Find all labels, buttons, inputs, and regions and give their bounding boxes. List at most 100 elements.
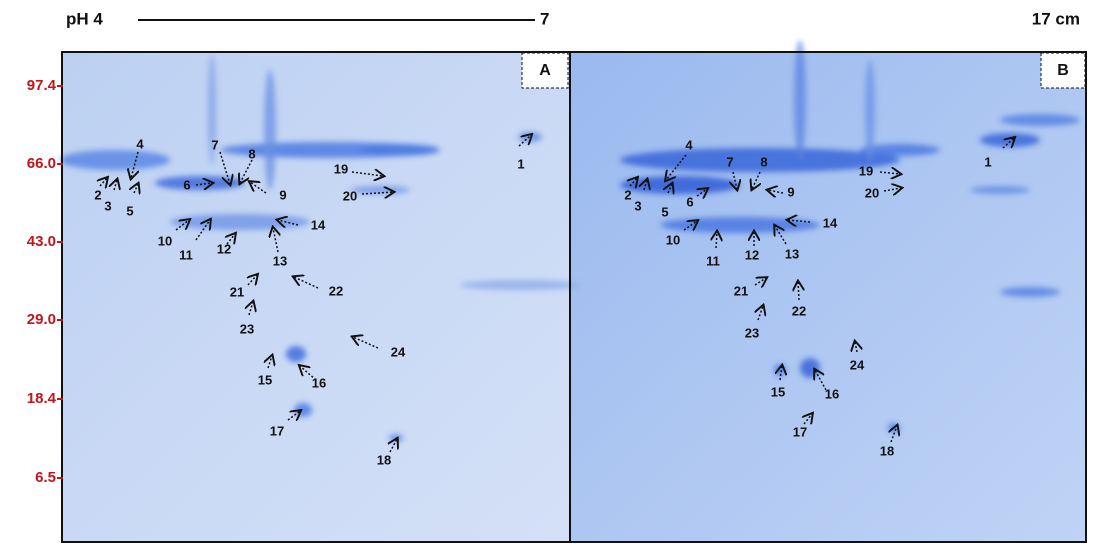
spot-label: 1 [517,156,524,171]
gel-spot [360,144,440,156]
spot-label: 8 [248,146,255,161]
spot-label: 12 [217,241,231,256]
gel-spot [208,55,216,165]
spot-arrow [733,171,737,189]
spot-arrow [250,182,267,194]
spot-label: 21 [230,284,244,299]
spot-label: 2 [94,187,101,202]
gel-spot [286,346,306,362]
gel-spot [660,217,820,233]
gel-length: 17 cm [1032,9,1080,28]
spot-arrow [240,159,253,183]
spot-arrow [195,183,212,185]
spot-arrow [353,337,379,349]
spot-arrow [644,180,647,190]
gel-spot [888,423,900,433]
spot-label: 9 [279,187,286,202]
gel-frame [61,51,1087,543]
spot-arrow [775,226,787,245]
gel-spot [264,70,276,190]
spot-label: 10 [666,232,680,247]
spot-label: 19 [334,161,348,176]
spot-label: 5 [661,204,668,219]
panel-box [521,52,569,89]
spot-label: 19 [859,163,873,178]
spot-arrow [752,171,760,189]
spot-label: 20 [343,188,357,203]
spot-label: 3 [104,198,111,213]
spot-label: 12 [745,247,759,262]
spot-arrow [195,220,210,241]
spot-arrow [390,439,397,453]
spot-label: 6 [183,177,190,192]
spot-label: 8 [760,154,767,169]
spot-label: 6 [686,194,693,209]
gel-spot [518,132,542,142]
panel-label: A [539,62,551,79]
spot-arrow [668,184,672,193]
spot-label: 16 [825,386,839,401]
spot-arrow [716,232,717,249]
gel-spot [980,133,1040,147]
spot-arrow [134,184,138,193]
spot-arrow [683,221,697,230]
gel-spot [155,176,245,190]
spot-arrow [351,172,383,176]
gel-spot [1000,114,1080,126]
spot-label: 23 [240,321,254,336]
spot-arrow [518,135,531,147]
mw-marker: 97.4 [27,77,57,94]
spot-arrow [883,188,901,191]
spot-label: 16 [312,375,326,390]
spot-arrow [666,154,687,180]
spot-label: 13 [273,253,287,268]
spot-arrow [278,220,299,225]
spot-label: 15 [771,384,785,399]
gel-spot [620,176,740,194]
spot-arrow [798,282,799,301]
spot-label: 4 [136,136,144,151]
spot-label: 2 [624,187,631,202]
spot-label: 24 [850,357,865,372]
spot-label: 24 [391,344,406,359]
spot-arrow [273,228,278,253]
spot-label: 23 [745,325,759,340]
spot-arrow [287,411,300,420]
spot-label: 1 [984,154,991,169]
spot-arrow [300,366,317,381]
mw-marker: 43.0 [27,233,56,250]
gel-spot [1000,287,1060,297]
spot-label: 17 [793,424,807,439]
gel-b [570,52,1086,542]
gel-spot [865,60,875,160]
spot-arrow [758,306,763,321]
spot-arrow [131,151,138,178]
gel-spot [460,280,580,290]
spot-arrow [768,190,784,193]
spot-arrow [294,277,319,289]
spot-arrow [855,342,857,353]
spot-label: 15 [258,372,272,387]
mw-marker: 6.5 [35,469,56,486]
gel-spot [620,148,900,172]
spot-arrow [1002,138,1014,149]
gel-spot [350,186,410,194]
mw-marker: 29.0 [27,311,56,328]
ph-start: pH 4 [66,9,103,28]
ph-end: 7 [540,9,549,28]
spot-label: 7 [726,154,733,169]
spot-arrow [361,192,393,194]
gel-spot [60,150,170,170]
spot-label: 11 [179,247,193,262]
spot-label: 7 [211,137,218,152]
spot-label: 20 [865,185,879,200]
spot-arrow [891,426,897,443]
spot-label: 11 [706,253,720,268]
gel-spot [294,403,312,417]
spot-label: 5 [126,203,133,218]
gel-spot [794,40,806,160]
gel-a [62,52,570,542]
panel-box [1040,52,1086,89]
